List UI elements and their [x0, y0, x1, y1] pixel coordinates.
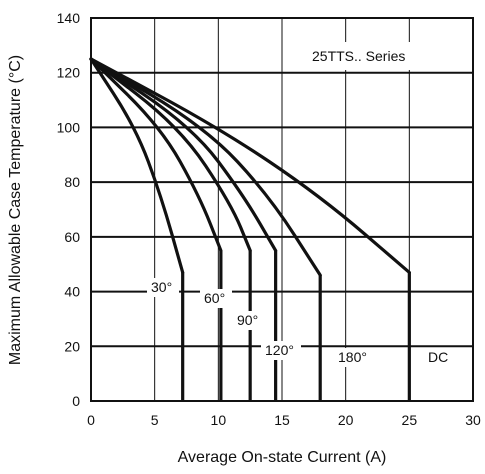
x-tick-label: 10 [211, 412, 227, 428]
series-label-bg [200, 289, 232, 308]
y-tick-label: 40 [64, 284, 80, 300]
x-tick-label: 0 [87, 412, 95, 428]
series-label-text: 30° [151, 279, 172, 295]
y-tick-label: 140 [57, 10, 81, 26]
series-curve [89, 57, 411, 275]
series-label: 25TTS.. Series [312, 48, 405, 64]
y-tick-label: 120 [57, 65, 81, 81]
series-label-text: 120° [265, 342, 294, 358]
series-label-bg [424, 348, 448, 367]
x-tick-label: 30 [465, 412, 481, 428]
series-label-bg [261, 341, 301, 360]
x-tick-label: 5 [151, 412, 159, 428]
series-label-box [308, 42, 468, 70]
plot-frame [90, 17, 474, 402]
series-label-text: 60° [204, 290, 225, 306]
series-label-text: 90° [237, 312, 258, 328]
tick-labels: 0 5 10 15 20 25 30 0 20 40 60 80 100 120 140 [57, 10, 481, 428]
x-tick-label: 25 [402, 412, 418, 428]
series-label-text: DC [428, 349, 448, 365]
curves [89, 57, 411, 401]
y-tick-label: 20 [64, 338, 80, 354]
series-curve [89, 57, 185, 275]
y-tick-label: 80 [64, 174, 80, 190]
y-tick-label: 100 [57, 119, 81, 135]
x-tick-label: 15 [274, 412, 290, 428]
series-label-bg [147, 278, 179, 297]
y-tick-label: 0 [72, 393, 80, 409]
y-axis-title: Maximum Allowable Case Temperature (°C) [7, 55, 24, 365]
series-curve [89, 57, 223, 253]
x-tick-label: 20 [338, 412, 354, 428]
annotations: 25TTS.. Series 30° 60° 90° 120° 180° DC [147, 42, 468, 367]
series-label-text: 180° [338, 349, 367, 365]
series-label-bg [233, 311, 265, 330]
x-axis-title: Average On-state Current (A) [178, 449, 387, 466]
series-label-bg [334, 348, 374, 367]
y-tick-label: 60 [64, 229, 80, 245]
